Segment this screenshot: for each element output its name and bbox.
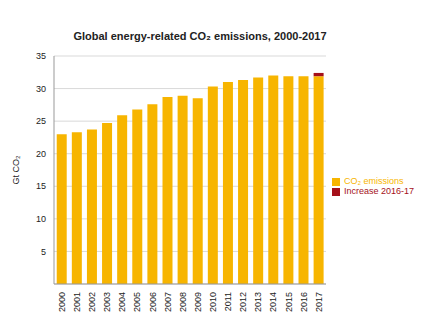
svg-text:2001: 2001 <box>72 292 82 312</box>
svg-text:20: 20 <box>36 149 46 159</box>
svg-text:2006: 2006 <box>148 292 158 312</box>
svg-text:2010: 2010 <box>208 292 218 312</box>
svg-text:2014: 2014 <box>269 292 279 312</box>
svg-text:2008: 2008 <box>178 292 188 312</box>
svg-text:2009: 2009 <box>193 292 203 312</box>
svg-text:30: 30 <box>36 84 46 94</box>
svg-text:10: 10 <box>36 214 46 224</box>
svg-text:Gt CO₂: Gt CO₂ <box>11 155 21 185</box>
svg-text:2012: 2012 <box>238 292 248 312</box>
svg-text:2007: 2007 <box>163 292 173 312</box>
html-text:Increase 2016-17: Increase 2016-17 <box>344 186 415 196</box>
svg-text:2004: 2004 <box>117 292 127 312</box>
svg-text:2002: 2002 <box>87 292 97 312</box>
svg-text:25: 25 <box>36 116 46 126</box>
html-text:Global energy-related CO₂ emis: Global energy-related CO₂ emissions, 200… <box>73 30 327 42</box>
html-text:CO₂ emissions: CO₂ emissions <box>344 176 404 186</box>
svg-text:2005: 2005 <box>133 292 143 312</box>
svg-text:2003: 2003 <box>102 292 112 312</box>
svg-text:2011: 2011 <box>223 292 233 311</box>
svg-text:15: 15 <box>36 181 46 191</box>
svg-text:5: 5 <box>41 247 46 257</box>
svg-text:2017: 2017 <box>314 292 324 312</box>
svg-text:35: 35 <box>36 51 46 61</box>
svg-text:2013: 2013 <box>253 292 263 312</box>
svg-text:2015: 2015 <box>284 292 294 312</box>
svg-text:2000: 2000 <box>57 292 67 312</box>
svg-text:2016: 2016 <box>299 292 309 312</box>
